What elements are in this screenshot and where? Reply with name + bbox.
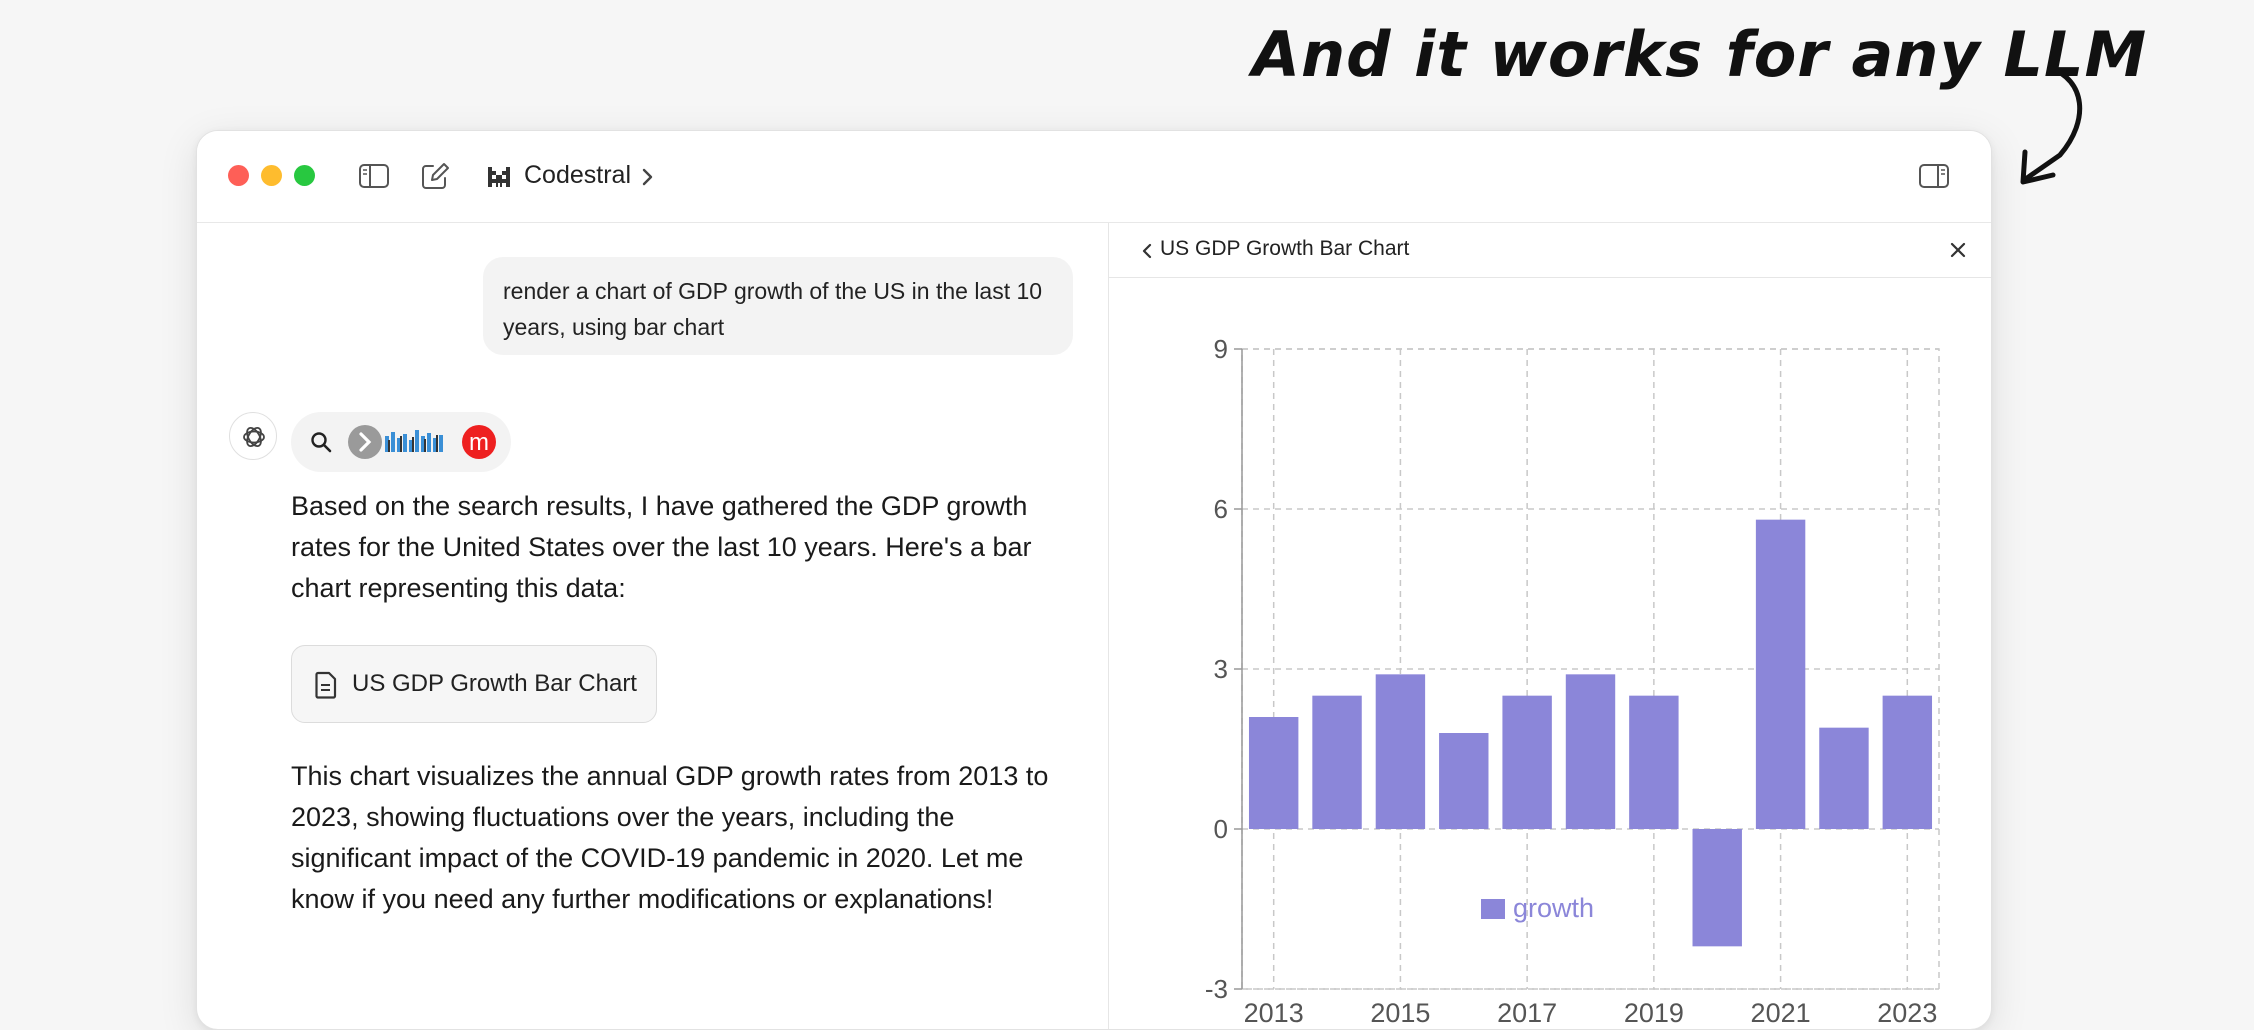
model-selector-label[interactable]: Codestral (524, 161, 631, 189)
pane-divider[interactable] (1108, 223, 1109, 1029)
compose-icon[interactable] (418, 159, 452, 193)
bar-2020 (1692, 829, 1742, 947)
bar-2014 (1312, 695, 1362, 829)
assistant-answer-intro: Based on the search results, I have gath… (291, 491, 1032, 603)
chevron-left-icon[interactable] (1137, 240, 1157, 262)
source-favicons-icon: m (348, 425, 496, 459)
y-tick-label: -3 (1205, 974, 1228, 1004)
y-tick-label: 6 (1214, 494, 1228, 524)
bar-2021 (1755, 519, 1806, 829)
x-tick-label: 2019 (1624, 998, 1684, 1028)
close-window-button[interactable] (228, 165, 249, 186)
right-panel-toggle-icon[interactable] (1917, 159, 1951, 193)
y-tick-label: 0 (1214, 814, 1228, 844)
svg-text:m: m (469, 429, 489, 456)
curved-arrow-icon (2020, 65, 2083, 185)
search-sources-pill[interactable]: m (291, 412, 511, 472)
user-message: render a chart of GDP growth of the US i… (483, 257, 1073, 355)
y-tick-label: 3 (1214, 654, 1228, 684)
app-window: Codestral render a chart of GDP growth o… (196, 130, 1992, 1030)
assistant-logo-icon (243, 427, 265, 447)
artifact-panel-title: US GDP Growth Bar Chart (1160, 237, 1410, 260)
bar-2013 (1248, 717, 1299, 829)
artifact-panel-header: US GDP Growth Bar Chart (1109, 223, 1991, 278)
search-icon (311, 432, 332, 453)
bar-2018 (1565, 674, 1616, 829)
legend-swatch (1481, 899, 1505, 919)
minimize-window-button[interactable] (261, 165, 282, 186)
tagline: And it works for any LLM (1252, 18, 2148, 91)
x-tick-label: 2015 (1370, 998, 1430, 1028)
x-tick-label: 2017 (1497, 998, 1557, 1028)
assistant-answer-outro: This chart visualizes the annual GDP gro… (291, 761, 1049, 914)
bar-2022 (1819, 727, 1869, 829)
titlebar: Codestral (197, 131, 1991, 223)
model-logo-icon (488, 167, 510, 187)
y-tick-label: 9 (1214, 334, 1228, 364)
bar-2017 (1502, 695, 1552, 829)
gdp-bar-chart: -3 0 3 6 9 2013 2015 2017 2019 2021 2023 growth (1205, 334, 1940, 1028)
x-tick-label: 2013 (1244, 998, 1304, 1028)
artifact-label: US GDP Growth Bar Chart (352, 670, 637, 697)
bar-2016 (1439, 733, 1489, 829)
assistant-avatar (229, 412, 277, 460)
bar-2019 (1629, 695, 1679, 829)
document-icon (315, 671, 337, 699)
bar-2023 (1882, 695, 1933, 829)
close-icon[interactable] (1947, 239, 1969, 261)
artifact-card[interactable]: US GDP Growth Bar Chart (291, 645, 657, 723)
bar-2015 (1375, 674, 1426, 829)
chevron-right-icon[interactable] (638, 165, 658, 189)
sidebar-toggle-icon[interactable] (357, 159, 391, 193)
legend-label: growth (1513, 893, 1594, 923)
x-tick-label: 2021 (1751, 998, 1811, 1028)
x-tick-label: 2023 (1877, 998, 1937, 1028)
zoom-window-button[interactable] (294, 165, 315, 186)
